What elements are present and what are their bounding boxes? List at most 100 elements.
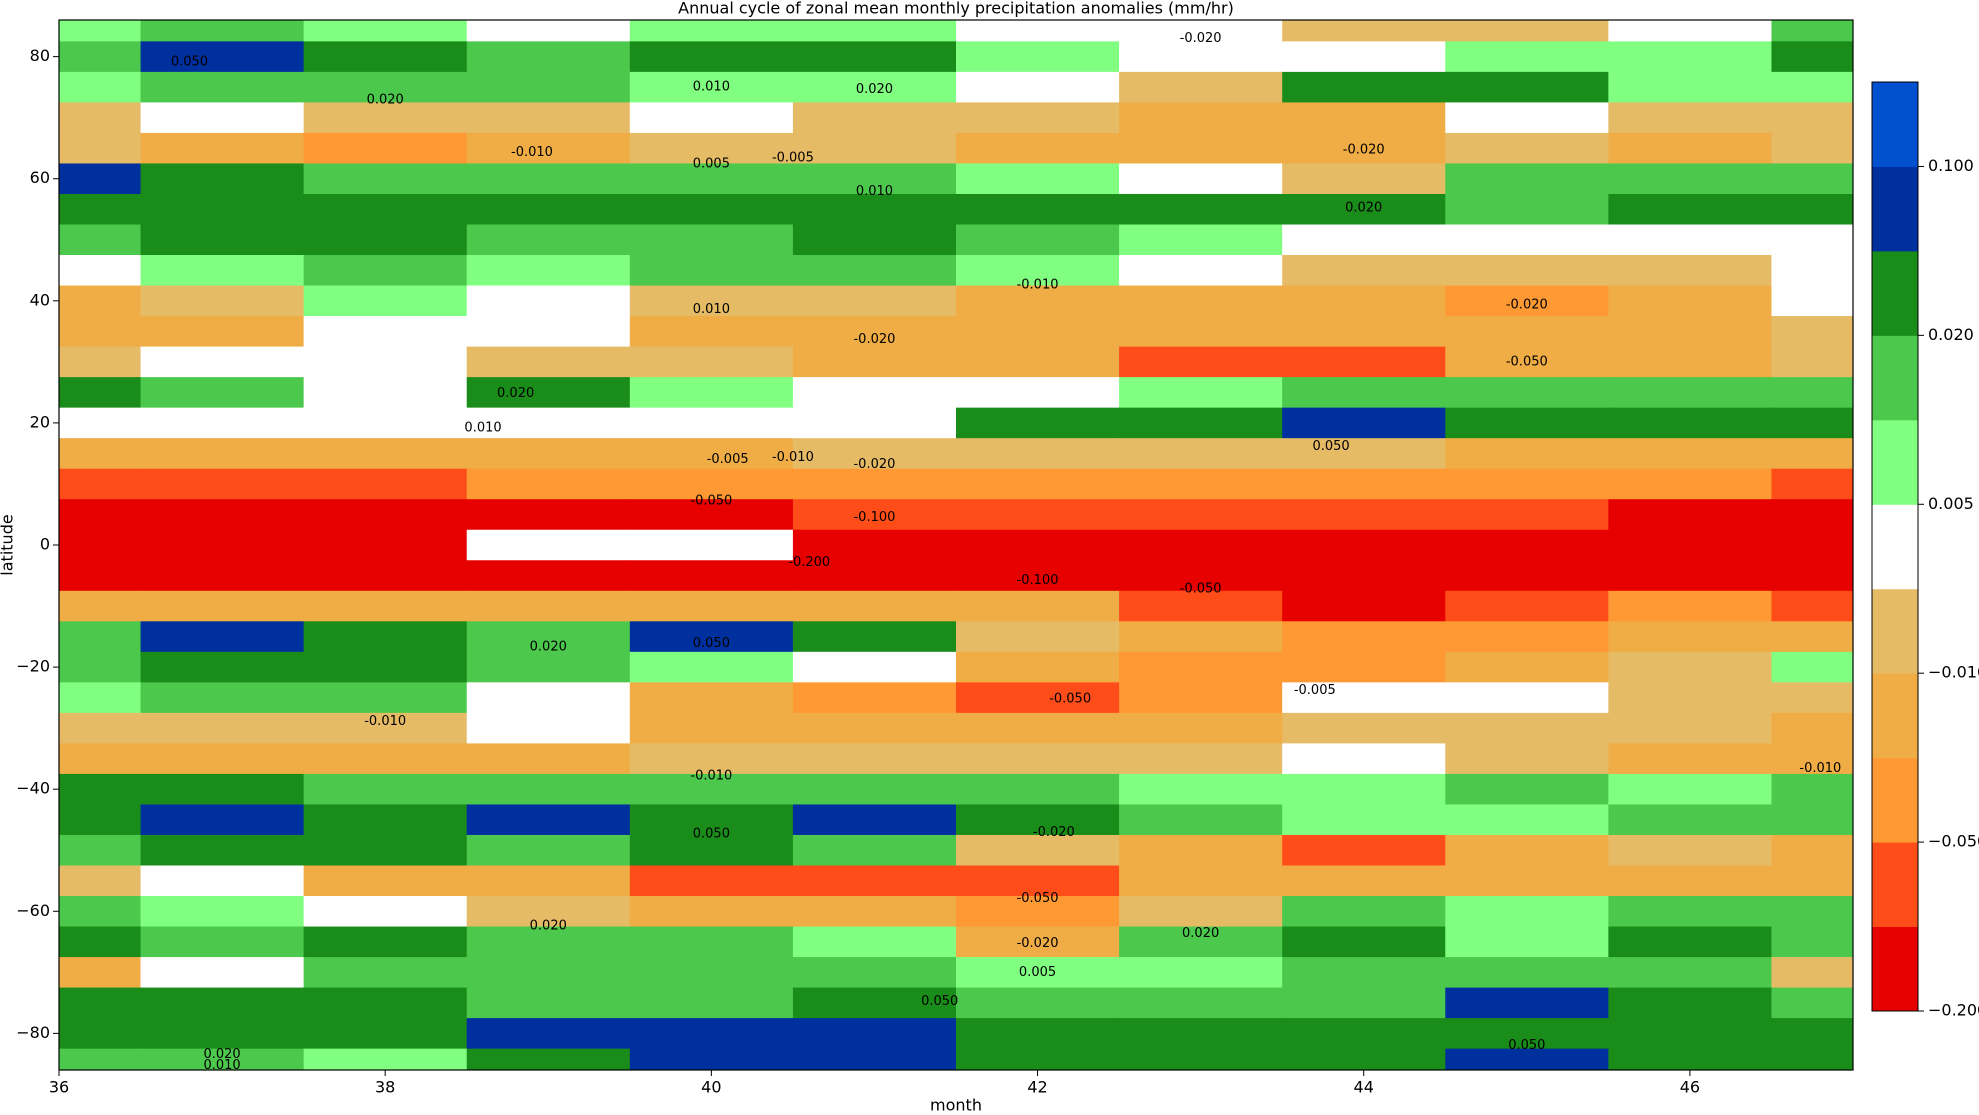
- contour-cell: [629, 316, 794, 348]
- contour-cell: [140, 560, 305, 592]
- contour-cell: [1445, 407, 1609, 439]
- contour-label: -0.010: [772, 450, 814, 465]
- contour-cell: [1282, 834, 1446, 866]
- contour-cell: [956, 41, 1120, 73]
- contour-label: -0.020: [1033, 825, 1075, 840]
- contour-cell: [59, 1048, 142, 1070]
- contour-cell: [466, 316, 631, 348]
- contour-cell: [629, 529, 794, 561]
- contour-cell: [1771, 193, 1853, 226]
- contour-cell: [792, 41, 957, 73]
- contour-cell: [303, 621, 468, 653]
- contour-cell: [140, 773, 305, 805]
- contour-cell: [1608, 896, 1772, 928]
- contour-cell: [59, 712, 142, 744]
- contour-cell: [1608, 651, 1772, 683]
- contour-cell: [1771, 651, 1853, 683]
- contour-cell: [59, 163, 142, 195]
- contour-cell: [466, 71, 631, 103]
- contour-label: -0.010: [690, 768, 732, 783]
- contour-cell: [1119, 957, 1283, 989]
- contour-cell: [59, 193, 142, 226]
- contour-label: 0.020: [203, 1047, 240, 1062]
- colorbar-tick-label: −0.010: [1928, 663, 1979, 682]
- contour-cell: [303, 804, 468, 836]
- contour-label: -0.005: [772, 150, 814, 165]
- contour-cell: [59, 529, 142, 561]
- contour-cell: [956, 132, 1120, 164]
- contour-cell: [956, 20, 1120, 42]
- contour-cell: [1771, 377, 1853, 409]
- contour-cell: [792, 316, 957, 348]
- contour-cell: [303, 163, 468, 195]
- contour-cell: [956, 499, 1120, 531]
- contour-label: -0.020: [1343, 143, 1385, 158]
- contour-label: -0.010: [511, 145, 553, 160]
- contour-cell: [792, 712, 957, 744]
- colorbar-tick-label: −0.050: [1928, 832, 1979, 851]
- contour-label: -0.100: [1017, 573, 1059, 588]
- contour-cell: [629, 926, 794, 958]
- contour-cell: [1445, 438, 1609, 470]
- contour-cell: [792, 346, 957, 378]
- contour-cell: [59, 255, 142, 287]
- contour-cell: [1771, 255, 1853, 287]
- contour-cell: [466, 621, 631, 653]
- contour-cell: [792, 132, 957, 164]
- contour-cell: [792, 468, 957, 500]
- contour-cell: [1608, 224, 1772, 256]
- contour-cell: [466, 163, 631, 195]
- contour-cell: [956, 560, 1120, 592]
- contour-cell: [956, 957, 1120, 989]
- contour-cell: [629, 468, 794, 500]
- contour-cell: [1771, 102, 1853, 134]
- contour-cell: [1282, 255, 1446, 287]
- contour-cell: [792, 651, 957, 683]
- contour-cell: [1445, 1018, 1609, 1050]
- contour-cell: [59, 224, 142, 256]
- contour-cell: [1771, 132, 1853, 164]
- contour-cell: [629, 590, 794, 622]
- contour-label: 0.050: [693, 636, 730, 651]
- contour-cell: [1282, 20, 1446, 42]
- contour-cell: [1119, 834, 1283, 866]
- contour-cell: [629, 712, 794, 744]
- colorbar-segment: [1872, 166, 1918, 252]
- contour-cell: [792, 957, 957, 989]
- contour-cell: [1608, 560, 1772, 592]
- contour-cell: [59, 926, 142, 958]
- contour-cell: [303, 71, 468, 103]
- contour-cell: [629, 773, 794, 805]
- y-tick-label: −20: [16, 657, 50, 676]
- contour-label: -0.020: [1017, 936, 1059, 951]
- contour-label: -0.050: [1017, 891, 1059, 906]
- contour-cell: [1771, 834, 1853, 866]
- contour-cell: [956, 834, 1120, 866]
- contour-cell: [792, 926, 957, 958]
- contour-cell: [1445, 590, 1609, 622]
- contour-cell: [59, 41, 142, 73]
- contour-cell: [1445, 682, 1609, 714]
- contour-cell: [1771, 682, 1853, 714]
- contour-cell: [140, 468, 305, 500]
- contour-cell: [1608, 804, 1772, 836]
- contour-cell: [792, 438, 957, 470]
- contour-cell: [792, 773, 957, 805]
- contour-label: 0.020: [367, 92, 404, 107]
- contour-cell: [1282, 560, 1446, 592]
- contour-cell: [1608, 20, 1772, 42]
- x-tick-label: 38: [375, 1078, 395, 1097]
- x-tick-label: 46: [1680, 1078, 1700, 1097]
- contour-cell: [140, 102, 305, 134]
- contour-cell: [140, 743, 305, 775]
- contour-cell: [1771, 407, 1853, 439]
- contour-cell: [1608, 865, 1772, 897]
- contour-cell: [1119, 316, 1283, 348]
- contour-cell: [1282, 193, 1446, 226]
- contour-cell: [792, 743, 957, 775]
- contour-cell: [466, 865, 631, 897]
- contour-cell: [140, 132, 305, 164]
- contour-cell: [629, 499, 794, 531]
- contour-cell: [303, 651, 468, 683]
- contour-label: -0.200: [788, 555, 830, 570]
